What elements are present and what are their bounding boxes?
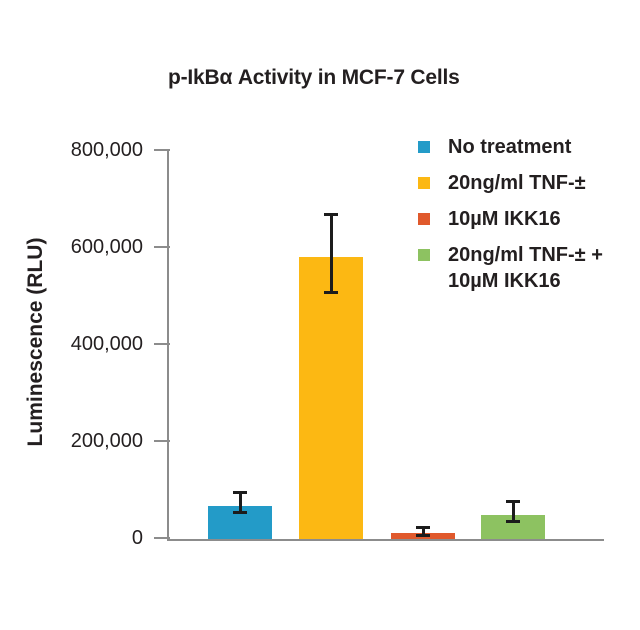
y-tick-mark <box>154 440 170 442</box>
y-tick-mark <box>154 537 170 539</box>
error-bar-line <box>329 214 333 293</box>
x-axis-line <box>167 539 604 541</box>
error-bar-line <box>238 492 242 513</box>
y-tick-mark <box>154 343 170 345</box>
error-bar-line <box>511 501 515 522</box>
legend-label-10-m-ikk16: 10µM IKK16 <box>448 208 561 230</box>
y-axis-line <box>167 149 169 540</box>
error-bar-cap <box>324 291 338 295</box>
error-bar-cap <box>233 511 247 515</box>
y-tick-mark <box>154 149 170 151</box>
y-tick-label: 200,000 <box>70 430 143 452</box>
y-tick-label: 0 <box>131 527 143 549</box>
error-bar-cap <box>416 526 430 530</box>
legend-label-20ng-ml-tnf: 20ng/ml TNF-± <box>448 172 586 194</box>
legend-swatch-10-m-ikk16 <box>418 213 430 225</box>
bar-20ng-ml-tnf <box>299 257 363 539</box>
error-bar-cap <box>506 499 520 503</box>
legend-label-20ng-ml-tnf-10-m-ikk16: 20ng/ml TNF-± +10µM IKK16 <box>448 244 603 292</box>
error-bar-line <box>421 527 425 536</box>
y-tick-label: 400,000 <box>70 333 143 355</box>
legend-label-no-treatment: No treatment <box>448 136 572 158</box>
error-bar-cap <box>506 520 520 524</box>
y-tick-label: 600,000 <box>70 236 143 258</box>
legend-swatch-20ng-ml-tnf <box>418 177 430 189</box>
y-tick-label: 800,000 <box>70 139 143 161</box>
legend-swatch-no-treatment <box>418 141 430 153</box>
error-bar-cap <box>416 534 430 538</box>
chart-title: p-IkBα Activity in MCF-7 Cells <box>168 66 460 89</box>
y-tick-mark <box>154 246 170 248</box>
error-bar-cap <box>324 212 338 216</box>
error-bar-cap <box>233 491 247 495</box>
legend-swatch-20ng-ml-tnf-10-m-ikk16 <box>418 249 430 261</box>
